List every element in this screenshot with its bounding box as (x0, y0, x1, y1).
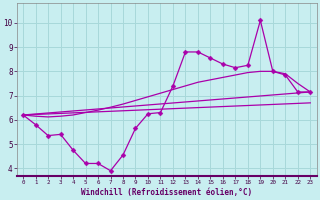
X-axis label: Windchill (Refroidissement éolien,°C): Windchill (Refroidissement éolien,°C) (81, 188, 252, 197)
